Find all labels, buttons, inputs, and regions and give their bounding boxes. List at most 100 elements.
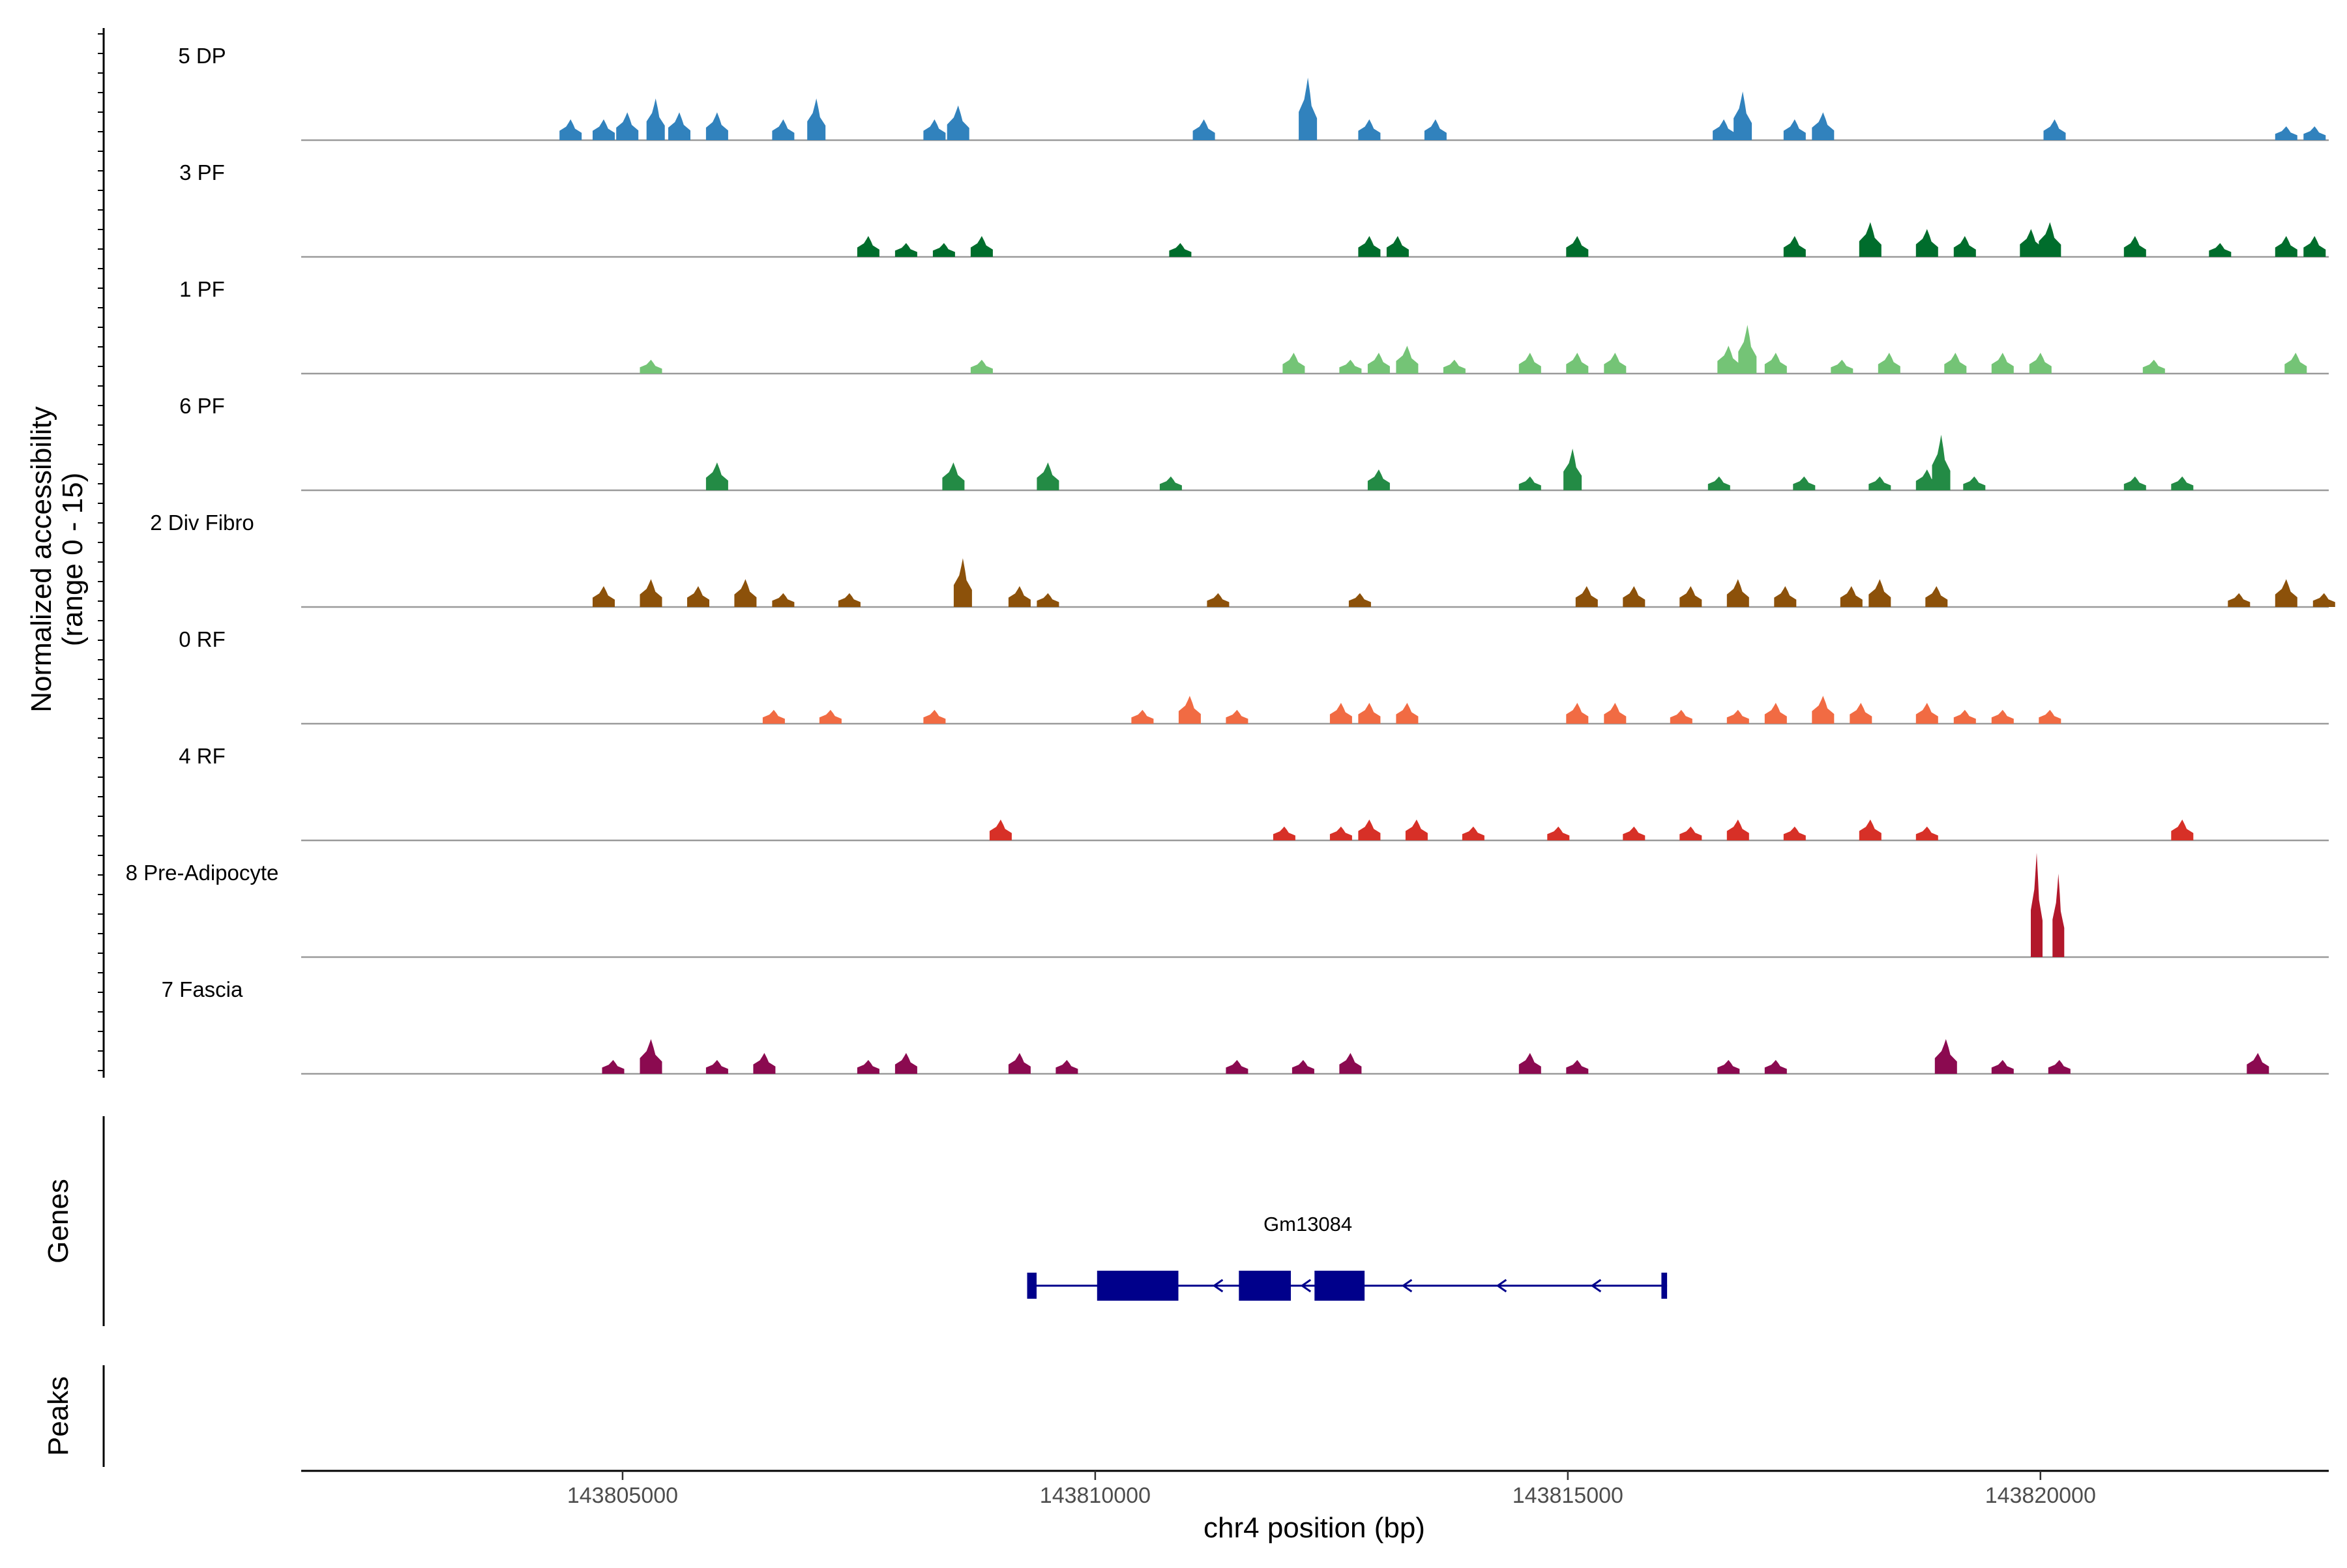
peak: [1868, 476, 1891, 490]
peak: [616, 112, 639, 140]
track-8-pre-adipocyte: 8 Pre-Adipocyte: [126, 853, 2329, 958]
peak: [2123, 476, 2146, 490]
peak: [1329, 826, 1352, 840]
strand-arrow: [1496, 1279, 1507, 1293]
peak: [1292, 1059, 1314, 1074]
peak: [1738, 325, 1757, 374]
peaks-panel-label: Peaks: [42, 1376, 74, 1456]
peak: [1953, 236, 1976, 257]
track-label-6-pf: 6 PF: [179, 394, 225, 418]
peak: [705, 1059, 728, 1074]
peak: [970, 236, 993, 257]
peak: [989, 820, 1012, 840]
peak: [2312, 593, 2335, 607]
peak: [1623, 826, 1646, 840]
x-tick-label: 143810000: [1040, 1483, 1151, 1508]
track-2-div-fibro: 2 Div Fibro: [150, 510, 2335, 608]
y-axis-title-line-1: Normalized accessibility: [25, 406, 57, 712]
peak: [640, 579, 662, 607]
gene-name: Gm13084: [1263, 1213, 1352, 1235]
peak: [1831, 359, 1853, 374]
peak: [2029, 353, 2052, 374]
peak: [640, 359, 662, 374]
peak: [668, 112, 690, 140]
peak: [2020, 229, 2043, 257]
peak: [1707, 476, 1730, 490]
peak: [894, 243, 917, 257]
peak: [559, 119, 582, 140]
peak: [1764, 703, 1787, 724]
peak: [1944, 353, 1967, 374]
gene-exon: [1097, 1271, 1179, 1301]
peak: [1991, 1059, 2014, 1074]
x-tick-label: 143820000: [1985, 1483, 2096, 1508]
track-0-rf: 0 RF: [179, 627, 2329, 725]
peak: [1726, 820, 1749, 840]
peak: [1547, 826, 1570, 840]
peak: [1812, 696, 1835, 724]
track-label-2-div-fibro: 2 Div Fibro: [150, 510, 254, 535]
x-tick-label: 143805000: [567, 1483, 678, 1508]
peak: [2048, 1059, 2071, 1074]
peak: [1396, 346, 1419, 374]
x-axis: 143805000 143810000 143815000 143820000: [301, 1470, 2329, 1508]
strand-arrow: [1212, 1279, 1224, 1293]
peak: [1396, 703, 1419, 724]
strand-arrow: [1590, 1279, 1602, 1293]
peak: [1604, 703, 1627, 724]
peak: [1850, 703, 1872, 724]
peak: [705, 112, 728, 140]
peak: [2303, 126, 2326, 140]
peak: [1726, 579, 1749, 607]
peak: [970, 359, 993, 374]
peak: [1008, 586, 1031, 607]
peak: [646, 98, 665, 140]
peak: [1717, 1059, 1740, 1074]
peak: [1713, 119, 1735, 140]
peak: [1226, 709, 1248, 724]
peak: [1273, 826, 1295, 840]
peak: [2284, 353, 2307, 374]
peak: [2052, 874, 2065, 957]
track-label-1-pf: 1 PF: [179, 277, 225, 301]
peak: [1670, 709, 1692, 724]
gene-exon: [1661, 1273, 1668, 1299]
peak: [1868, 579, 1891, 607]
peak: [1462, 826, 1484, 840]
x-tick-label: 143815000: [1513, 1483, 1623, 1508]
peak: [923, 709, 946, 724]
peak: [1008, 1053, 1031, 1074]
track-1-pf: 1 PF: [179, 277, 2329, 375]
peak: [1783, 236, 1806, 257]
peak: [1991, 709, 2014, 724]
track-label-5-dp: 5 DP: [178, 44, 226, 68]
peak: [857, 1059, 879, 1074]
peak: [1037, 462, 1059, 490]
peak: [1518, 353, 1541, 374]
track-label-0-rf: 0 RF: [179, 627, 226, 651]
peak: [1774, 586, 1797, 607]
peak: [762, 709, 785, 724]
track-7-fascia: 7 Fascia: [162, 977, 2329, 1075]
peak: [1812, 112, 1835, 140]
peak: [2043, 119, 2066, 140]
peak: [640, 1039, 662, 1074]
peak: [1679, 826, 1702, 840]
peak: [2039, 222, 2061, 257]
peak: [1566, 703, 1589, 724]
peak: [2228, 593, 2251, 607]
peak: [1443, 359, 1466, 374]
peak: [593, 586, 615, 607]
peak: [1953, 709, 1976, 724]
peak: [753, 1053, 776, 1074]
track-5-dp: 5 DP: [178, 44, 2329, 141]
peak: [1159, 476, 1182, 490]
peak: [953, 558, 972, 607]
peak: [734, 579, 757, 607]
strand-arrow: [1300, 1279, 1312, 1293]
peak: [807, 98, 826, 140]
peak: [819, 709, 842, 724]
peak: [1367, 469, 1390, 490]
track-label-7-fascia: 7 Fascia: [162, 977, 243, 1001]
